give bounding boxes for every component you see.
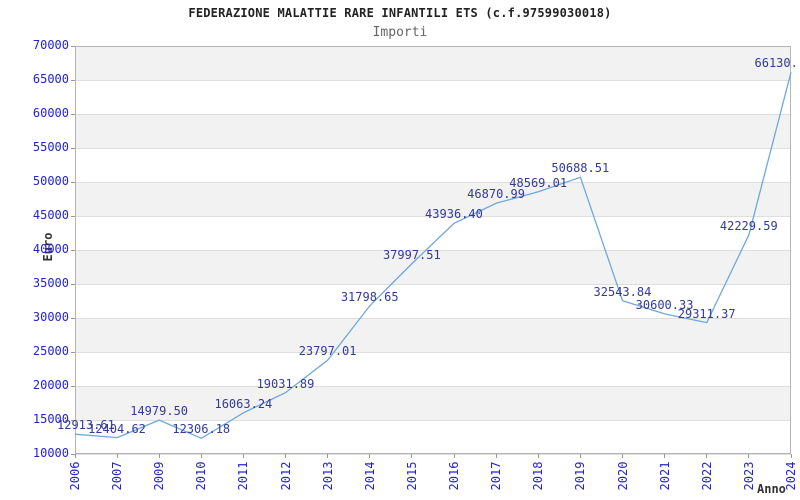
x-tick-label: 2024 [784, 461, 798, 491]
x-tick-mark [622, 454, 624, 458]
x-tick-mark [158, 454, 160, 458]
point-label: 43936.40 [425, 207, 483, 222]
chart-title: FEDERAZIONE MALATTIE RARE INFANTILI ETS … [188, 6, 612, 20]
y-tick-label: 60000 [32, 106, 69, 120]
y-tick-label: 40000 [32, 242, 69, 256]
point-label: 66130. [754, 56, 798, 71]
y-tick-mark [71, 385, 75, 387]
x-tick-label: 2019 [573, 461, 588, 491]
x-tick-mark [537, 454, 539, 458]
x-tick-mark [453, 454, 455, 458]
y-tick-mark [71, 317, 75, 319]
point-label: 32543.84 [593, 284, 652, 299]
y-tick-mark [71, 113, 75, 115]
y-tick-mark [71, 283, 75, 285]
x-tick-mark [411, 454, 413, 458]
y-tick-label: 55000 [32, 140, 69, 154]
y-tick-label: 10000 [32, 446, 69, 460]
x-tick-label: 2020 [615, 461, 630, 491]
y-tick-label: 15000 [32, 412, 69, 426]
point-label: 50688.51 [551, 161, 610, 176]
y-tick-mark [71, 419, 75, 421]
point-label: 37997.51 [382, 247, 441, 262]
y-tick-mark [71, 79, 75, 81]
x-tick-label: 2012 [278, 461, 293, 491]
point-label: 46870.99 [467, 187, 525, 202]
y-tick-mark [71, 181, 75, 183]
x-tick-label: 2011 [236, 461, 251, 491]
x-tick-label: 2013 [320, 461, 335, 491]
x-tick-label: 2007 [110, 461, 125, 491]
x-tick-label: 2016 [447, 461, 462, 491]
x-tick-mark [242, 454, 244, 458]
x-tick-mark [369, 454, 371, 458]
x-tick-label: 2022 [699, 461, 714, 491]
point-label: 23797.01 [298, 344, 357, 359]
point-label: 16063.24 [214, 396, 273, 411]
x-tick-label: 2015 [404, 461, 419, 491]
x-tick-label: 2018 [531, 461, 546, 491]
x-axis-title: Anno [757, 482, 786, 496]
point-label: 14979.50 [130, 404, 189, 419]
x-tick-mark [748, 454, 750, 458]
y-tick-mark [71, 215, 75, 217]
x-tick-label: 2006 [68, 461, 82, 491]
x-tick-mark [495, 454, 497, 458]
gridline-y [75, 453, 791, 455]
y-tick-mark [71, 453, 75, 455]
y-tick-label: 50000 [32, 174, 69, 188]
x-tick-mark [116, 454, 118, 458]
y-tick-label: 65000 [32, 72, 69, 86]
y-tick-label: 20000 [32, 378, 69, 392]
y-tick-mark [71, 249, 75, 251]
x-tick-label: 2009 [152, 461, 167, 491]
x-tick-label: 2023 [741, 461, 756, 491]
y-tick-label: 70000 [32, 38, 69, 52]
x-tick-mark [664, 454, 666, 458]
point-label: 12404.62 [88, 421, 146, 436]
x-tick-mark [327, 454, 329, 458]
y-tick-label: 35000 [32, 276, 69, 290]
point-label: 19031.89 [256, 376, 315, 391]
x-tick-mark [579, 454, 581, 458]
point-label: 42229.59 [719, 218, 778, 233]
x-tick-mark [706, 454, 708, 458]
x-tick-label: 2010 [194, 461, 209, 491]
point-label: 29311.37 [677, 306, 736, 321]
y-tick-mark [71, 45, 75, 47]
y-tick-mark [71, 351, 75, 353]
point-label: 12306.18 [172, 422, 231, 437]
y-tick-mark [71, 147, 75, 149]
x-tick-mark [74, 454, 76, 458]
x-tick-label: 2017 [489, 461, 504, 491]
x-tick-label: 2021 [657, 461, 672, 491]
y-tick-label: 30000 [32, 310, 69, 324]
point-label: 48569.01 [509, 175, 568, 190]
point-label: 30600.33 [635, 297, 694, 312]
x-tick-label: 2014 [362, 461, 377, 491]
point-label: 12913.61 [57, 418, 115, 433]
x-tick-mark [790, 454, 792, 458]
y-tick-label: 25000 [32, 344, 69, 358]
x-tick-mark [200, 454, 202, 458]
point-label: 31798.65 [340, 289, 399, 304]
y-tick-label: 45000 [32, 208, 69, 222]
chart-subtitle: Importi [372, 25, 428, 40]
x-tick-mark [285, 454, 287, 458]
